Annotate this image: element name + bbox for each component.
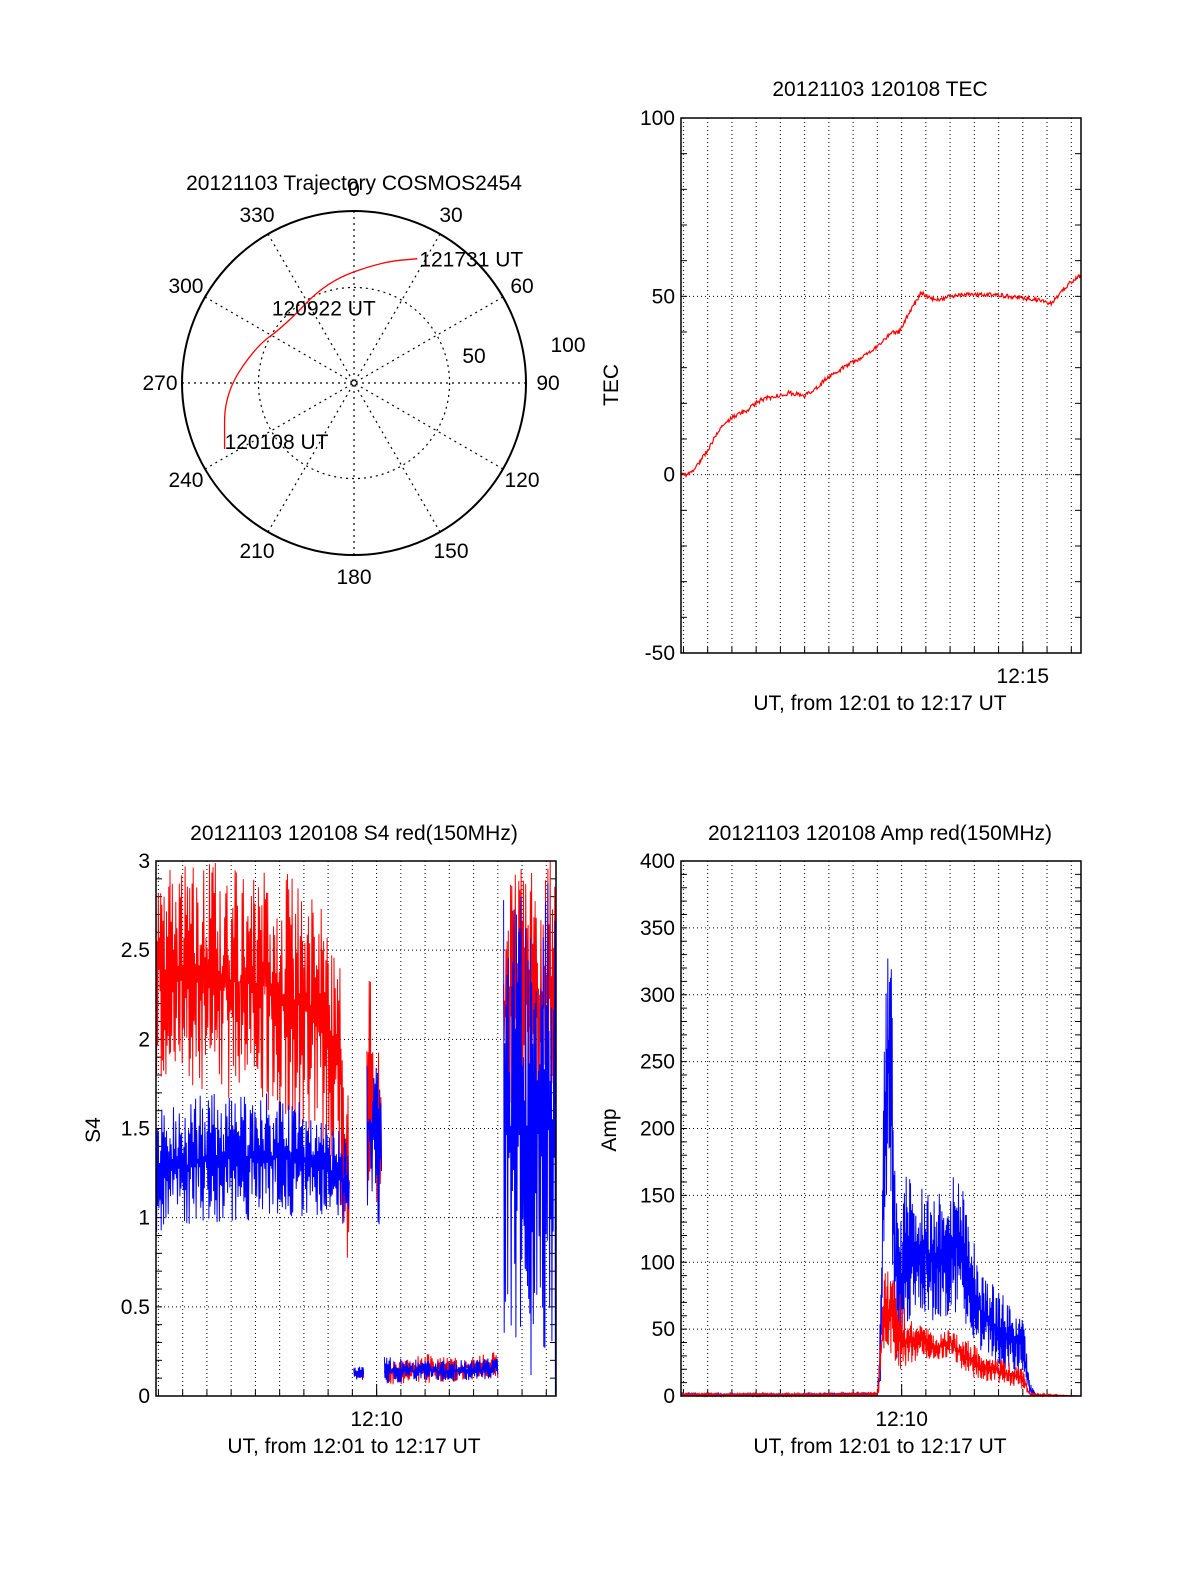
tec-plot-frame (680, 117, 1082, 654)
tec-series-line (680, 273, 1081, 479)
amp-y-tick-label: 350 (640, 917, 675, 940)
amp-blue-series (680, 958, 1081, 1398)
polar-angle-label: 150 (433, 540, 468, 563)
s4-blue-series (366, 1065, 382, 1225)
tec-chart: 20121103 120108 TEC UT, from 12:01 to 12… (600, 78, 1082, 715)
s4-y-tick-label: 0 (138, 1385, 150, 1408)
s4-title: 20121103 120108 S4 red(150MHz) (190, 822, 518, 845)
s4-y-tick-label: 0.5 (121, 1296, 150, 1319)
polar-angle-label: 90 (536, 372, 559, 395)
s4-red-series (155, 862, 350, 1258)
polar-time-annotation: 121731 UT (419, 249, 523, 272)
polar-grid (181, 210, 527, 556)
polar-angle-label: 120 (504, 469, 539, 492)
amp-xlabel: UT, from 12:01 to 12:17 UT (753, 1435, 1006, 1458)
tec-y-tick-label: 50 (652, 285, 675, 308)
tec-y-tick-label: 0 (663, 464, 675, 487)
polar-angle-label: 60 (510, 275, 533, 298)
amp-y-tick-label: 50 (652, 1318, 675, 1341)
trajectory-line (223, 258, 418, 449)
polar-angle-label: 0 (348, 178, 360, 201)
polar-angle-label: 300 (168, 275, 203, 298)
amp-y-tick-label: 250 (640, 1051, 675, 1074)
polar-angle-label: 30 (439, 204, 462, 227)
polar-labels: 0 30 60 90 120 150 180 210 240 270 300 330 50 100 1217… (142, 178, 585, 589)
s4-blue-series (155, 1093, 350, 1232)
amp-red-series (680, 1271, 1081, 1398)
amp-ylabel: Amp (598, 1108, 621, 1151)
polar-angle-label: 210 (239, 540, 274, 563)
s4-ylabel: S4 (82, 1117, 105, 1143)
polar-title: 20121103 Trajectory COSMOS2454 (186, 172, 522, 195)
s4-blue-series (353, 1366, 365, 1380)
polar-time-annotation: 120108 UT (225, 431, 329, 454)
tec-xlabel: UT, from 12:01 to 12:17 UT (753, 692, 1006, 715)
s4-plot-frame (155, 860, 557, 1397)
amp-y-tick-label: 400 (640, 850, 675, 873)
tec-ylabel: TEC (600, 364, 623, 406)
s4-blue-series (503, 883, 557, 1395)
amp-chart: 20121103 120108 Amp red(150MHz) UT, from… (598, 822, 1082, 1458)
s4-y-tick-label: 1 (138, 1207, 150, 1230)
polar-trajectory-series (223, 258, 418, 449)
amp-plot-frame (680, 860, 1082, 1397)
s4-chart: 20121103 120108 S4 red(150MHz) UT, from … (82, 822, 557, 1458)
s4-y-tick-label: 3 (138, 850, 150, 873)
s4-x-tick-label: 12:10 (350, 1408, 403, 1431)
tec-y-tick-label: -50 (645, 642, 675, 665)
polar-angle-label: 180 (336, 566, 371, 589)
polar-angle-label: 270 (142, 372, 177, 395)
s4-y-tick-label: 2 (138, 1028, 150, 1051)
polar-angle-label: 240 (168, 469, 203, 492)
amp-y-tick-label: 200 (640, 1118, 675, 1141)
amp-y-tick-label: 100 (640, 1251, 675, 1274)
amp-y-tick-label: 300 (640, 984, 675, 1007)
amp-x-tick-label: 12:10 (875, 1408, 928, 1431)
tec-y-tick-label: 100 (640, 107, 675, 130)
s4-xlabel: UT, from 12:01 to 12:17 UT (227, 1435, 480, 1458)
s4-y-tick-label: 1.5 (121, 1118, 150, 1141)
polar-radius-label: 100 (550, 334, 585, 357)
tec-title: 20121103 120108 TEC (772, 78, 987, 101)
amp-title: 20121103 120108 Amp red(150MHz) (708, 822, 1052, 845)
tec-x-tick-label: 12:15 (997, 665, 1050, 688)
s4-blue-series (383, 1357, 499, 1384)
amp-y-tick-label: 0 (663, 1385, 675, 1408)
polar-radius-label: 50 (462, 345, 485, 368)
polar-angle-label: 330 (239, 204, 274, 227)
polar-time-annotation: 120922 UT (272, 298, 376, 321)
trajectory-polar-chart: 20121103 Trajectory COSMOS2454 0 30 60 90 12… (142, 172, 585, 589)
s4-y-tick-label: 2.5 (121, 939, 150, 962)
amp-y-tick-label: 150 (640, 1184, 675, 1207)
